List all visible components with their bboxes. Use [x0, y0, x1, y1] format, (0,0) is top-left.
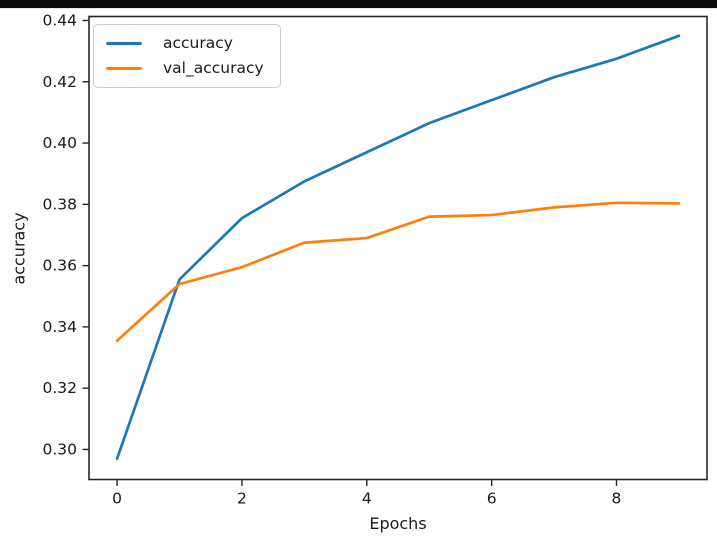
- val-accuracy-line: [115, 201, 681, 343]
- y-tick-label: 0.36: [42, 257, 77, 275]
- window-top-border: [0, 0, 717, 9]
- x-tick-label: 0: [112, 490, 122, 508]
- y-tick-label: 0.42: [42, 73, 77, 91]
- val-accuracy-line-sample-icon: [106, 67, 142, 70]
- x-tick-label: 6: [487, 490, 497, 508]
- x-axis-label: Epochs: [369, 514, 427, 533]
- legend-label-accuracy: accuracy: [163, 34, 233, 52]
- x-tick-label: 4: [362, 490, 372, 508]
- legend-item-val-accuracy: val_accuracy: [106, 59, 264, 78]
- legend-label-val-accuracy: val_accuracy: [163, 59, 264, 77]
- legend-item-accuracy: accuracy: [106, 34, 264, 53]
- plot-border: [88, 15, 708, 481]
- y-tick-label: 0.32: [42, 379, 77, 397]
- y-tick-label: 0.44: [42, 11, 77, 29]
- x-tick-label: 8: [612, 490, 622, 508]
- accuracy-line: [115, 34, 681, 461]
- chart-legend: accuracy val_accuracy: [93, 24, 281, 88]
- accuracy-line-sample-icon: [106, 42, 142, 45]
- y-tick-label: 0.34: [42, 318, 77, 336]
- y-tick-label: 0.38: [42, 195, 77, 213]
- y-tick-label: 0.30: [42, 440, 77, 458]
- x-tick-label: 2: [237, 490, 247, 508]
- y-tick-label: 0.40: [42, 134, 77, 152]
- y-axis-label: accuracy: [9, 212, 29, 285]
